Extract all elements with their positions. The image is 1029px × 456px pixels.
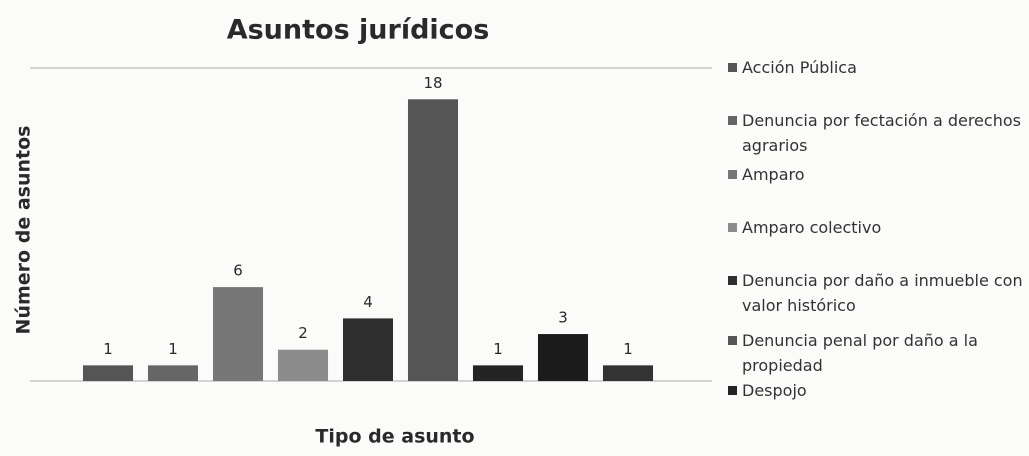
legend-label: Denuncia por daño a inmueble con valor h… [742, 271, 1023, 315]
legend-swatch [728, 336, 737, 345]
legend-item: Amparo [726, 162, 1026, 187]
legend-item: Amparo colectivo [726, 215, 1026, 240]
bar [602, 365, 654, 381]
bar [212, 287, 264, 381]
legend-swatch [728, 223, 737, 232]
data-label: 18 [423, 74, 442, 92]
chart-title: Asuntos jurídicos [227, 15, 490, 46]
data-label: 2 [298, 324, 308, 342]
data-label: 4 [363, 293, 373, 311]
bar [407, 99, 459, 382]
legend-item: Denuncia penal por daño a la propiedad [726, 328, 1026, 378]
x-axis-label: Tipo de asunto [315, 426, 474, 448]
legend-label: Denuncia penal por daño a la propiedad [742, 331, 978, 375]
data-label: 1 [623, 340, 633, 358]
legend-item: Denuncia por fectación a derechos agrari… [726, 108, 1026, 158]
bar [472, 365, 524, 381]
data-label: 1 [168, 340, 178, 358]
data-label: 1 [493, 340, 503, 358]
legend-label: Amparo colectivo [742, 218, 882, 237]
legend-label: Denuncia por fectación a derechos agrari… [742, 111, 1021, 155]
bar [342, 318, 394, 381]
legend-swatch [728, 276, 737, 285]
legend-swatch [728, 386, 737, 395]
legend-item: Denuncia por daño a inmueble con valor h… [726, 268, 1026, 318]
y-axis-label: Número de asuntos [13, 126, 35, 335]
data-label: 6 [233, 262, 243, 280]
legend-label: Despojo [742, 381, 807, 400]
legend-swatch [728, 170, 737, 179]
data-label: 1 [103, 340, 113, 358]
bar [147, 365, 199, 381]
data-label: 3 [558, 309, 568, 327]
bar [277, 349, 329, 381]
bar [82, 365, 134, 381]
legend-item: Acción Pública [726, 55, 1026, 80]
legend-item: Despojo [726, 378, 1026, 403]
legend-swatch [728, 63, 737, 72]
legend-label: Acción Pública [742, 58, 857, 77]
legend-swatch [728, 116, 737, 125]
bar [537, 334, 589, 381]
legend-label: Amparo [742, 165, 805, 184]
